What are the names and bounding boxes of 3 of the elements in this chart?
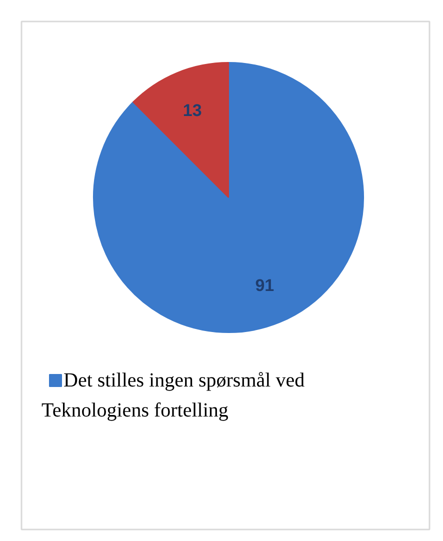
data-label: 13 — [182, 101, 202, 120]
data-label: 91 — [255, 276, 274, 295]
legend-label: Det stilles ingen spørsmål ved Teknologiens fortelling — [42, 370, 305, 422]
